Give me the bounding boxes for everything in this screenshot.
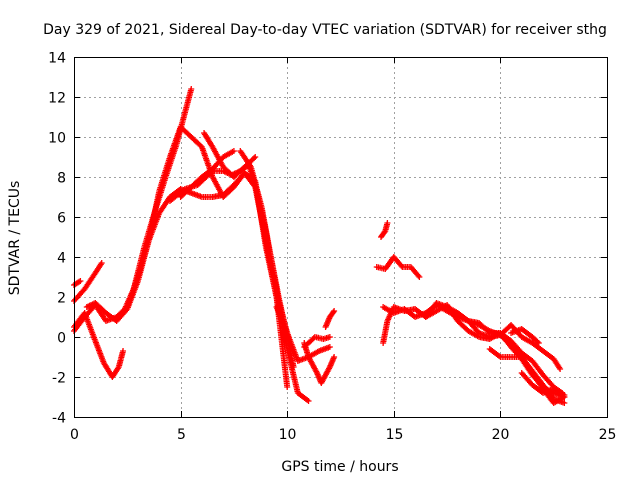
data-point [251,155,258,162]
y-tick-label: -2 [52,371,66,387]
series-arc-h [177,148,237,200]
y-tick-label: 0 [57,331,66,347]
series-arc-m [301,334,333,350]
data-point [305,398,312,404]
y-axis-title: SDTVAR / TECUs [7,181,23,296]
data-point [331,354,338,360]
data-point [326,334,333,340]
y-tick-label: 12 [48,91,66,107]
data-point [415,272,422,279]
x-tick-label: 5 [177,427,186,443]
y-tick-label: 2 [57,291,66,307]
x-tick-label: 0 [70,427,79,443]
series-arc-f [120,86,195,316]
data-point [496,353,503,359]
data-point [416,274,423,280]
series-arc-o [378,220,391,240]
data-point [188,86,195,92]
data-point [561,392,568,398]
data-point [381,229,388,236]
x-tick-label: 25 [599,427,617,443]
x-axis-title: GPS time / hours [281,459,398,475]
series-arc-v [508,326,542,346]
data-point [76,278,83,285]
y-tick-label: 10 [48,131,66,147]
data-point [120,348,127,354]
data-point [384,220,391,226]
y-tick-label: 14 [48,51,66,67]
chart-title: Day 329 of 2021, Sidereal Day-to-day VTE… [43,22,607,38]
data-point [230,148,237,154]
data-point [557,366,564,372]
data-point [252,154,259,160]
series-arc-w [518,370,568,398]
data-point [398,262,405,269]
y-tick-label: 4 [57,251,66,267]
data-point [98,260,105,266]
data-point [326,344,333,350]
grid [74,57,607,417]
series-arc-a [71,310,127,380]
data-point [534,338,541,345]
data-point [330,309,337,316]
y-tick-label: 8 [57,171,66,187]
series-arc-k [273,304,333,364]
data-point [331,308,338,314]
series-arc-t [444,308,564,372]
data-point [561,400,568,406]
data-point [304,397,311,403]
data-point [535,340,542,346]
data-point [284,384,291,390]
series-arc-p [373,254,423,280]
x-tick-label: 20 [492,427,510,443]
x-tick-label: 10 [279,427,297,443]
data-marks [71,86,568,406]
x-tick-label: 15 [386,427,404,443]
y-tick-label: 6 [57,211,66,227]
plot-frame [74,57,608,418]
series-arc-d [71,278,84,288]
data-point [290,364,297,370]
y-tick-label: -4 [52,411,66,427]
series-arc-n [322,308,338,330]
data-point [77,278,84,284]
